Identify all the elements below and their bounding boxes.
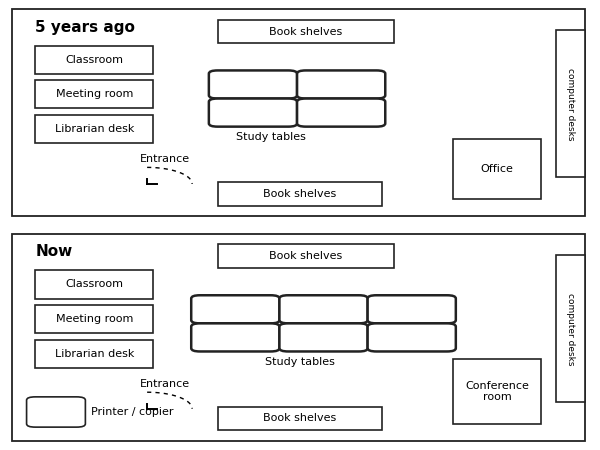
FancyBboxPatch shape: [218, 20, 394, 43]
Text: Printer / copier: Printer / copier: [91, 407, 174, 417]
Text: Book shelves: Book shelves: [269, 252, 343, 261]
Text: Now: Now: [35, 244, 73, 260]
FancyBboxPatch shape: [297, 99, 385, 126]
FancyBboxPatch shape: [35, 45, 153, 74]
FancyBboxPatch shape: [209, 99, 297, 126]
Text: Meeting room: Meeting room: [56, 89, 133, 99]
FancyBboxPatch shape: [453, 139, 541, 199]
Text: Office: Office: [481, 164, 514, 174]
Text: Study tables: Study tables: [236, 132, 305, 142]
FancyBboxPatch shape: [26, 397, 85, 427]
FancyBboxPatch shape: [368, 324, 456, 351]
Text: Study tables: Study tables: [265, 357, 335, 367]
FancyBboxPatch shape: [12, 9, 585, 216]
FancyBboxPatch shape: [35, 80, 153, 108]
FancyBboxPatch shape: [218, 244, 394, 268]
Text: computer desks: computer desks: [566, 68, 575, 140]
FancyBboxPatch shape: [280, 324, 368, 351]
FancyBboxPatch shape: [556, 255, 585, 402]
FancyBboxPatch shape: [12, 234, 585, 441]
Text: Entrance: Entrance: [140, 154, 190, 164]
Text: Classroom: Classroom: [65, 54, 123, 65]
Text: Librarian desk: Librarian desk: [55, 124, 134, 134]
FancyBboxPatch shape: [35, 115, 153, 143]
FancyBboxPatch shape: [35, 270, 153, 298]
FancyBboxPatch shape: [218, 182, 382, 206]
FancyBboxPatch shape: [556, 31, 585, 177]
FancyBboxPatch shape: [191, 324, 280, 351]
FancyBboxPatch shape: [280, 295, 368, 324]
FancyBboxPatch shape: [297, 71, 385, 99]
Text: Classroom: Classroom: [65, 279, 123, 289]
Text: computer desks: computer desks: [566, 292, 575, 365]
FancyBboxPatch shape: [191, 295, 280, 324]
Text: Book shelves: Book shelves: [263, 189, 337, 198]
FancyBboxPatch shape: [209, 71, 297, 99]
Text: Librarian desk: Librarian desk: [55, 349, 134, 359]
Text: Entrance: Entrance: [140, 379, 190, 389]
Text: Meeting room: Meeting room: [56, 314, 133, 324]
FancyBboxPatch shape: [35, 340, 153, 368]
FancyBboxPatch shape: [368, 295, 456, 324]
Text: Book shelves: Book shelves: [263, 414, 337, 423]
FancyBboxPatch shape: [218, 407, 382, 430]
FancyBboxPatch shape: [35, 305, 153, 333]
Text: 5 years ago: 5 years ago: [35, 20, 135, 35]
FancyBboxPatch shape: [453, 359, 541, 424]
Text: Conference
room: Conference room: [465, 381, 529, 402]
Text: Book shelves: Book shelves: [269, 27, 343, 36]
